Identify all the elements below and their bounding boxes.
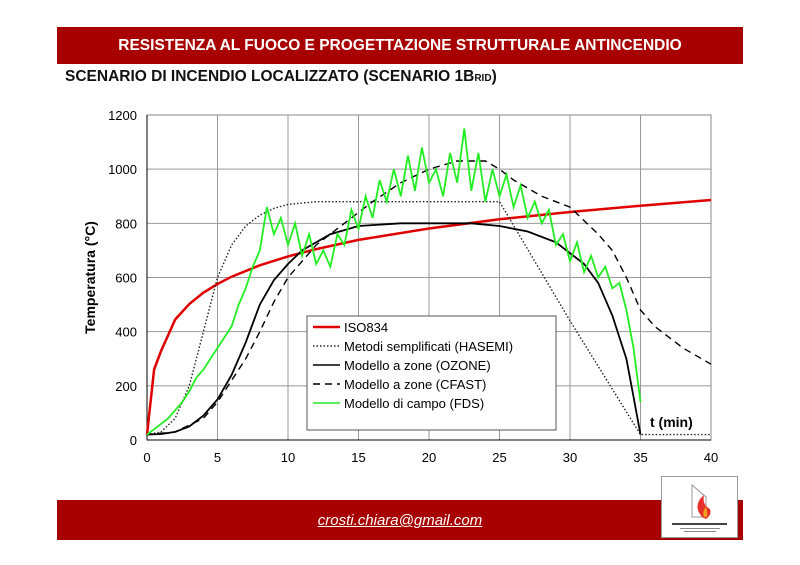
temperature-chart: 0 5 10 15 20 25 30 35 40020040060080010001200Tem… bbox=[82, 108, 718, 465]
legend-label: Modello di campo (FDS) bbox=[344, 396, 484, 411]
header-title: RESISTENZA AL FUOCO E PROGETTAZIONE STRU… bbox=[118, 37, 682, 54]
slide-subtitle: SCENARIO DI INCENDIO LOCALIZZATO (SCENAR… bbox=[65, 68, 497, 86]
x-tick-label: 0 bbox=[143, 450, 150, 465]
x-tick-label: 35 bbox=[633, 450, 647, 465]
footer-banner: crosti.chiara@gmail.com bbox=[57, 500, 743, 540]
x-tick-label: 20 bbox=[422, 450, 436, 465]
y-tick-label: 200 bbox=[115, 379, 137, 394]
legend-label: ISO834 bbox=[344, 320, 388, 335]
legend-label: Modello a zone (CFAST) bbox=[344, 377, 486, 392]
series-line-4 bbox=[146, 128, 642, 436]
series-line-0 bbox=[145, 198, 712, 435]
y-tick-label: 0 bbox=[130, 433, 137, 448]
subtitle-subscript: RID bbox=[474, 73, 492, 84]
x-axis-label: t (min) bbox=[650, 414, 693, 430]
x-tick-label: 5 bbox=[214, 450, 221, 465]
y-axis-label: Temperatura (°C) bbox=[82, 221, 98, 334]
legend-box bbox=[306, 315, 557, 431]
y-tick-label: 1000 bbox=[108, 162, 137, 177]
legend-label: Modello a zone (OZONE) bbox=[344, 358, 491, 373]
x-tick-label: 40 bbox=[704, 450, 718, 465]
series-line-1 bbox=[146, 200, 711, 436]
subtitle-text: SCENARIO DI INCENDIO LOCALIZZATO (SCENAR… bbox=[65, 68, 475, 85]
y-tick-label: 1200 bbox=[108, 108, 137, 123]
y-tick-label: 800 bbox=[115, 216, 137, 231]
email-link[interactable]: crosti.chiara@gmail.com bbox=[317, 512, 483, 529]
subtitle-end: ) bbox=[491, 68, 497, 85]
y-tick-label: 400 bbox=[115, 325, 137, 340]
x-tick-label: 15 bbox=[351, 450, 365, 465]
series-line-3 bbox=[146, 160, 712, 436]
x-tick-label: 25 bbox=[492, 450, 506, 465]
header-banner: RESISTENZA AL FUOCO E PROGETTAZIONE STRU… bbox=[57, 27, 743, 64]
x-tick-label: 10 bbox=[281, 450, 295, 465]
y-tick-label: 600 bbox=[115, 271, 137, 286]
series-line-2 bbox=[146, 222, 642, 436]
x-tick-label: 30 bbox=[563, 450, 577, 465]
legend-label: Metodi semplificati (HASEMI) bbox=[344, 339, 513, 354]
flame-logo-icon bbox=[672, 483, 727, 532]
commission-logo bbox=[661, 476, 738, 538]
